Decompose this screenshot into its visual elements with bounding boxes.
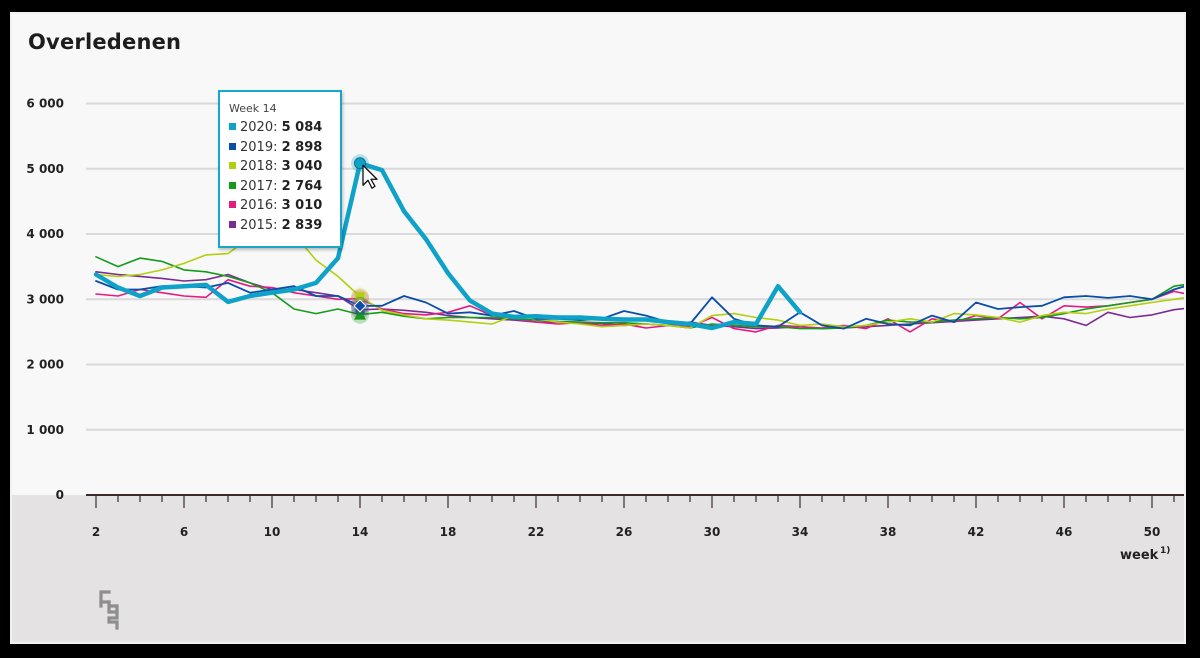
y-tick-label: 3 000 <box>26 292 64 306</box>
x-tick-label: 2 <box>92 525 100 539</box>
x-tick-label: 6 <box>180 525 188 539</box>
tooltip-year: 2017: <box>240 178 278 194</box>
y-tick-label: 0 <box>56 488 64 502</box>
chart-title: Overledenen <box>28 30 182 54</box>
point-marker-2019[interactable] <box>353 299 367 313</box>
series-line-2020 <box>93 161 803 331</box>
x-tick-label: 10 <box>264 525 281 539</box>
series-swatch-icon <box>229 142 236 150</box>
x-tick-label: 38 <box>880 525 897 539</box>
week-tooltip: Week 14 2020: 5 084 2019: 2 898 2018: 3 … <box>218 90 342 248</box>
tooltip-value: 3 040 <box>281 159 323 174</box>
tooltip-row: 2016: 3 010 <box>229 196 340 216</box>
point-marker-2017[interactable] <box>354 308 366 320</box>
tooltip-row: 2015: 2 839 <box>229 216 340 236</box>
series-swatch-icon <box>229 220 236 228</box>
y-tick-label: 6 000 <box>26 97 64 111</box>
tooltip-value: 2 764 <box>281 178 323 194</box>
tooltip-year: 2018: <box>240 159 278 174</box>
point-marker-2018[interactable] <box>355 292 365 302</box>
tooltip-value: 2 898 <box>281 139 323 155</box>
y-tick-label: 1 000 <box>26 423 64 437</box>
x-tick-label: 30 <box>704 525 721 539</box>
x-tick-label: 42 <box>968 525 985 539</box>
y-tick-label: 4 000 <box>26 227 64 241</box>
tooltip-row: 2019: 2 898 <box>229 138 340 158</box>
x-tick-label: 18 <box>440 525 457 539</box>
x-axis-title: week <box>1120 548 1159 563</box>
tooltip-value: 2 839 <box>281 217 323 233</box>
series-swatch-icon <box>229 181 236 189</box>
x-axis-footnote: 1) <box>1160 546 1170 556</box>
series-swatch-icon <box>229 201 236 208</box>
tooltip-year: 2020: <box>240 120 278 135</box>
series-swatch-icon <box>229 162 236 169</box>
y-tick-label: 2 000 <box>26 358 64 372</box>
tooltip-year: 2015: <box>240 217 278 233</box>
tooltip-year: 2019: <box>240 139 278 155</box>
tooltip-row: 2018: 3 040 <box>229 157 340 177</box>
x-tick-label: 46 <box>1056 525 1073 539</box>
plot-background <box>12 14 1184 495</box>
tooltip-row: 2020: 5 084 <box>229 118 340 138</box>
x-tick-label: 22 <box>528 525 545 539</box>
x-tick-label: 14 <box>352 525 369 539</box>
tooltip-row: 2017: 2 764 <box>229 177 340 197</box>
mouse-cursor-icon <box>362 164 378 189</box>
tooltip-year: 2016: <box>240 198 278 213</box>
tooltip-week-label: Week 14 <box>229 102 277 115</box>
tooltip-value: 5 084 <box>281 120 323 135</box>
tooltip-value: 3 010 <box>281 198 323 213</box>
series-line-2019 <box>95 280 1184 330</box>
series-swatch-icon <box>229 123 236 130</box>
x-tick-label: 26 <box>616 525 633 539</box>
cbs-logo-icon <box>99 590 119 630</box>
y-tick-label: 5 000 <box>26 162 64 176</box>
x-tick-label: 50 <box>1144 525 1161 539</box>
x-tick-label: 34 <box>792 525 809 539</box>
x-axis-band <box>86 495 1184 642</box>
